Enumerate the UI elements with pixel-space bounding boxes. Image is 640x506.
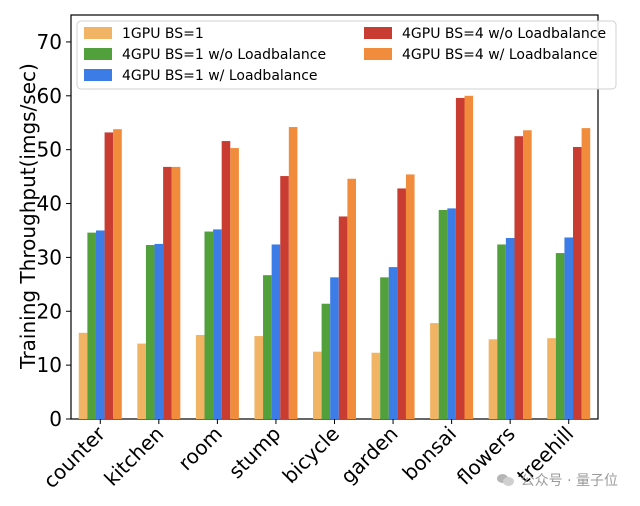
bar-bicycle-series-4 — [338, 216, 348, 419]
y-tick-label: 0 — [49, 407, 62, 431]
bar-stump-series-3 — [271, 244, 281, 419]
bar-bonsai-series-3 — [447, 208, 456, 419]
watermark-text: 公众号 · 量子位 — [520, 473, 618, 489]
wechat-icon — [496, 473, 515, 487]
bar-flowers-series-1 — [488, 339, 498, 419]
y-tick-labels: 0 10 20 30 40 50 60 70 — [37, 30, 71, 431]
bar-bicycle-series-2 — [321, 303, 331, 419]
legend-label-3: 4GPU BS=1 w/ Loadbalance — [122, 68, 318, 84]
bar-flowers-series-5 — [523, 130, 532, 419]
bars-group — [78, 95, 591, 420]
bar-stump-series-4 — [280, 176, 289, 419]
legend-swatch-3 — [84, 69, 112, 81]
bar-bicycle-series-3 — [330, 277, 339, 419]
bar-bonsai-series-2 — [438, 210, 448, 419]
bar-room-series-1 — [195, 334, 205, 419]
x-tick-label-garden: garden — [336, 422, 403, 489]
bar-counter-series-3 — [95, 230, 105, 419]
legend-swatch-1 — [84, 27, 112, 39]
legend-label-4: 4GPU BS=4 w/o Loadbalance — [402, 26, 606, 42]
bar-stump-series-2 — [263, 275, 272, 419]
bar-treehill-series-1 — [547, 338, 556, 419]
bar-bicycle-series-1 — [313, 351, 322, 419]
bar-room-series-2 — [204, 231, 214, 419]
bar-stump-series-1 — [254, 336, 264, 419]
bar-bicycle-series-5 — [347, 178, 356, 419]
bar-treehill-series-4 — [573, 146, 582, 419]
bar-garden-series-5 — [405, 174, 415, 419]
bar-kitchen-series-3 — [154, 243, 164, 419]
bar-kitchen-series-5 — [171, 166, 181, 419]
x-tick-label-counter: counter — [38, 421, 110, 493]
bar-counter-series-5 — [113, 129, 122, 419]
bar-treehill-series-3 — [564, 237, 574, 419]
legend-label-1: 1GPU BS=1 — [122, 26, 204, 42]
bar-room-series-4 — [221, 141, 231, 420]
bar-kitchen-series-1 — [137, 343, 146, 419]
x-tick-label-stump: stump — [224, 422, 286, 484]
legend-label-2: 4GPU BS=1 w/o Loadbalance — [122, 47, 326, 63]
x-tick-label-room: room — [173, 422, 227, 476]
legend: 1GPU BS=1 4GPU BS=1 w/o Loadbalance 4GPU B… — [76, 20, 617, 90]
legend-box — [76, 20, 617, 90]
bar-kitchen-series-4 — [163, 166, 172, 419]
bar-treehill-series-2 — [555, 253, 565, 419]
x-tick-label-bonsai: bonsai — [398, 422, 462, 486]
bar-garden-series-2 — [380, 277, 389, 419]
watermark: 公众号 · 量子位 — [496, 470, 618, 490]
bar-room-series-5 — [230, 148, 239, 420]
bar-kitchen-series-2 — [145, 245, 155, 419]
legend-swatch-4 — [364, 27, 392, 39]
y-tick-label: 20 — [37, 299, 62, 323]
bar-flowers-series-3 — [505, 238, 515, 419]
bar-counter-series-2 — [87, 232, 96, 419]
bar-counter-series-4 — [104, 132, 114, 419]
legend-label-5: 4GPU BS=4 w/ Loadbalance — [402, 47, 598, 63]
bar-flowers-series-2 — [497, 244, 506, 419]
legend-swatch-5 — [364, 48, 392, 60]
bar-garden-series-4 — [397, 188, 406, 419]
y-tick-label: 60 — [37, 84, 62, 108]
y-axis-label: Training Throughput(imgs/sec) — [16, 63, 40, 370]
y-tick-label: 40 — [37, 192, 62, 216]
y-tick-label: 70 — [37, 30, 62, 54]
bar-bonsai-series-4 — [455, 97, 465, 419]
legend-swatch-2 — [84, 48, 112, 60]
y-tick-label: 30 — [37, 245, 62, 269]
bar-bonsai-series-1 — [430, 323, 439, 419]
bar-treehill-series-5 — [581, 128, 591, 419]
x-tick-label-kitchen: kitchen — [99, 422, 168, 491]
bar-room-series-3 — [213, 229, 222, 419]
bar-bonsai-series-5 — [464, 95, 474, 420]
bar-counter-series-1 — [78, 332, 88, 419]
y-tick-label: 50 — [37, 138, 62, 162]
x-tick-label-bicycle: bicycle — [278, 422, 344, 488]
bar-stump-series-5 — [288, 127, 298, 419]
bar-garden-series-1 — [371, 352, 381, 419]
bar-garden-series-3 — [388, 267, 398, 419]
y-tick-label: 10 — [37, 353, 62, 377]
bar-flowers-series-4 — [514, 136, 524, 419]
